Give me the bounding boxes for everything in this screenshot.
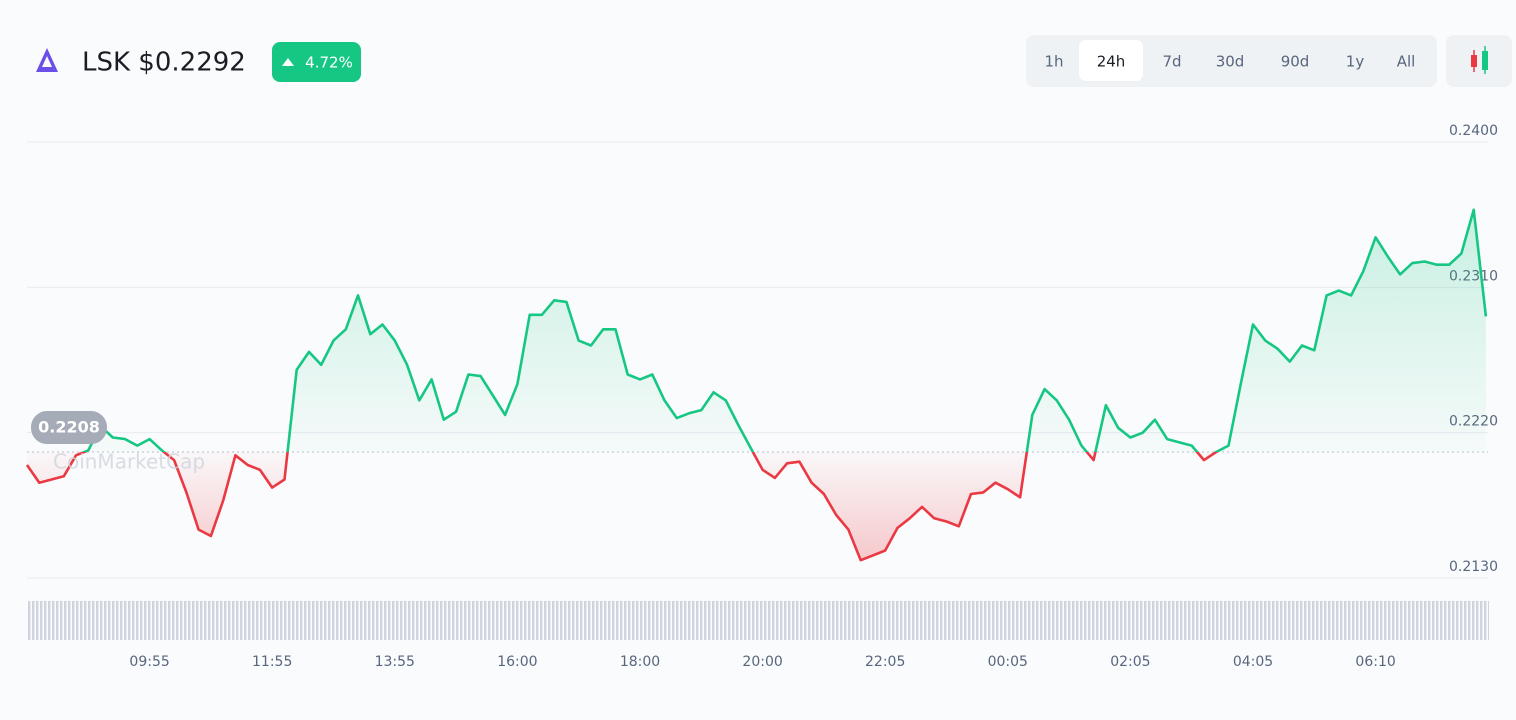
logo xyxy=(36,48,58,72)
price-line xyxy=(25,208,1488,562)
y-tick-label: 0.2400 xyxy=(1449,123,1498,139)
area xyxy=(27,209,1486,561)
x-tick-label: 00:05 xyxy=(988,654,1028,670)
x-tick-label: 04:05 xyxy=(1233,654,1273,670)
timeframe[interactable]: All xyxy=(1397,53,1416,71)
candle-icon xyxy=(1482,51,1488,70)
candle-button[interactable] xyxy=(1446,35,1512,87)
x-tick-label: 13:55 xyxy=(375,654,415,670)
x-tick-label: 18:00 xyxy=(620,654,660,670)
timeframe[interactable]: 24h xyxy=(1097,53,1126,71)
watermark: CoinMarketCap xyxy=(53,450,205,474)
baseline-label: 0.2208 xyxy=(38,418,100,437)
baseline-pill xyxy=(31,411,107,445)
x-tick-label: 02:05 xyxy=(1110,654,1150,670)
title: LSK $0.2292 xyxy=(82,48,246,78)
x-tick-label: 11:55 xyxy=(252,654,292,670)
timeframe[interactable]: 7d xyxy=(1162,53,1181,71)
timeframe[interactable]: 1h xyxy=(1044,53,1063,71)
timeframe[interactable]: 1y xyxy=(1346,53,1365,71)
x-tick-label: 06:10 xyxy=(1355,654,1395,670)
x-tick-label: 20:00 xyxy=(742,654,782,670)
timeframe-active xyxy=(1079,40,1143,81)
x-tick-label: 09:55 xyxy=(129,654,169,670)
candle-icon xyxy=(1471,55,1477,67)
x-tick-label: 16:00 xyxy=(497,654,537,670)
up-arrow xyxy=(282,58,294,66)
y-tick-label: 0.2130 xyxy=(1449,559,1498,575)
volume-bars xyxy=(27,601,1489,640)
timeframe[interactable]: 30d xyxy=(1216,53,1245,71)
x-tick-label: 22:05 xyxy=(865,654,905,670)
change: 4.72% xyxy=(305,54,353,72)
timeframe[interactable]: 90d xyxy=(1281,53,1310,71)
change-badge xyxy=(272,42,361,82)
